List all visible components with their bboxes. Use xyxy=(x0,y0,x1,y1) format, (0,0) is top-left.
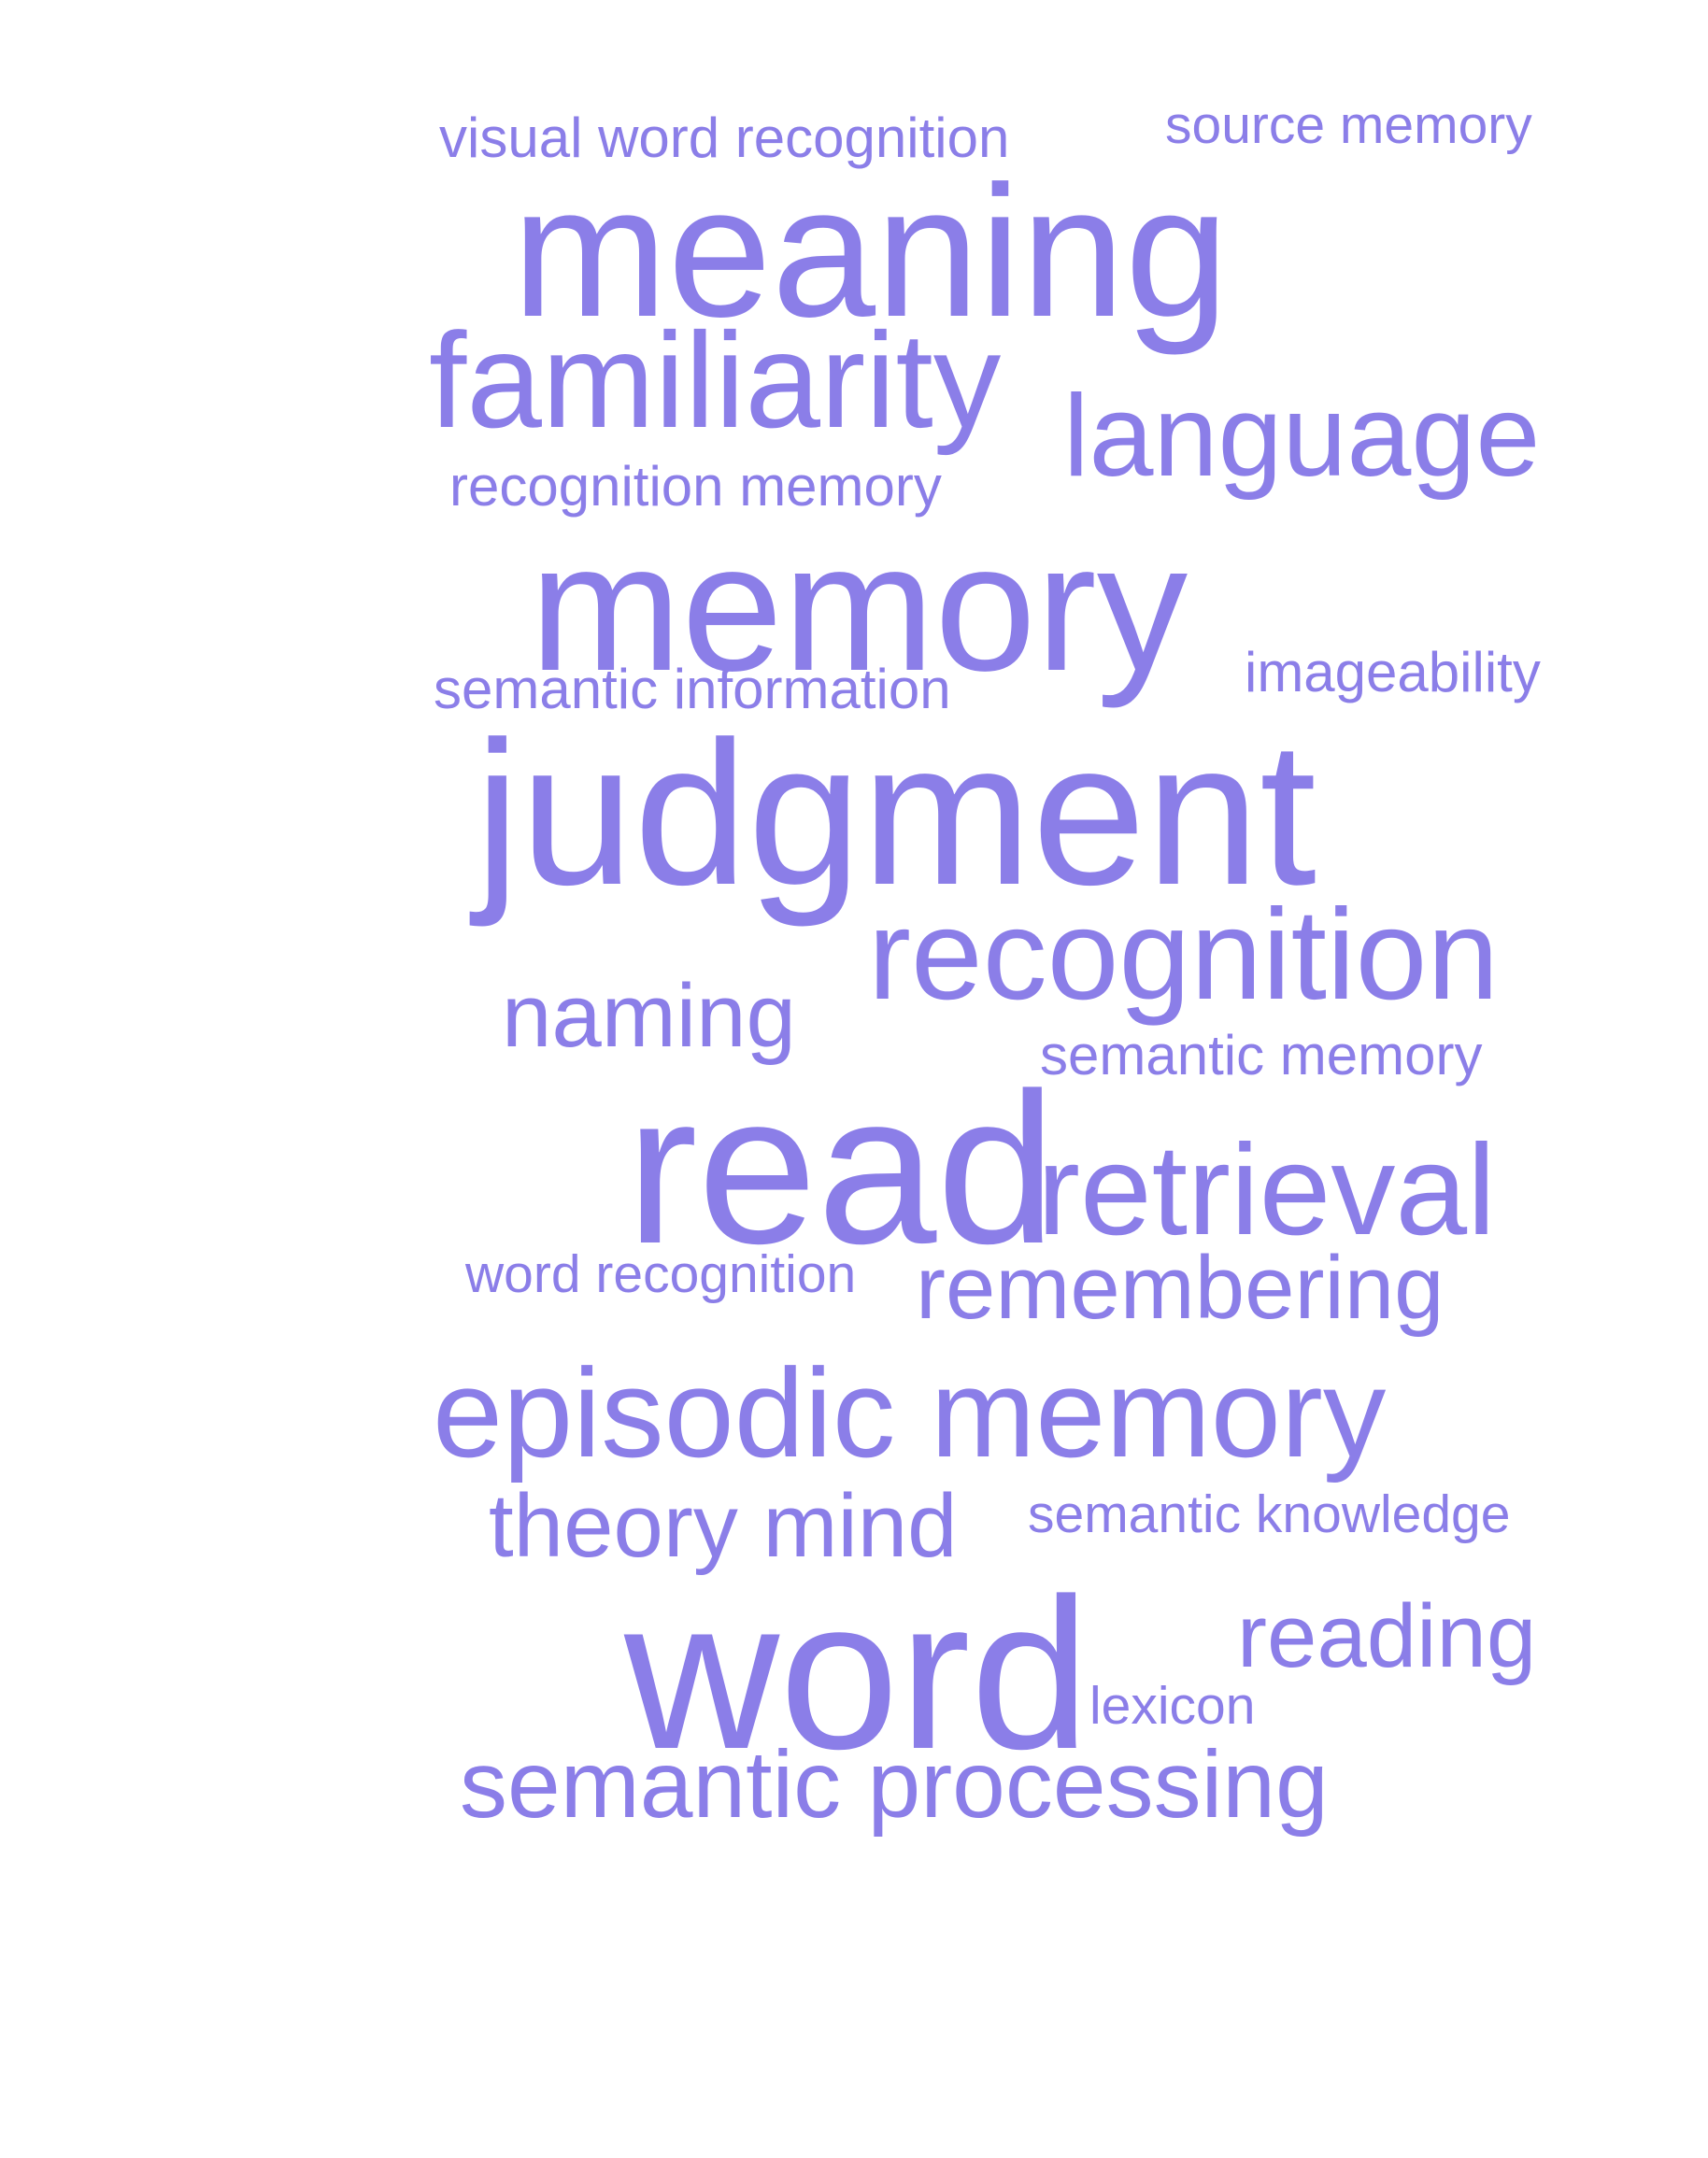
word-meaning: meaning xyxy=(512,148,1230,356)
word-naming: naming xyxy=(502,966,796,1066)
word-read: read xyxy=(626,1048,1057,1288)
word-episodic-memory: episodic memory xyxy=(433,1342,1387,1484)
word-remembering: remembering xyxy=(916,1238,1445,1338)
word-judgment: judgment xyxy=(475,700,1317,928)
word-imageability: imageability xyxy=(1245,641,1541,703)
word-language: language xyxy=(1063,372,1541,501)
word-recognition: recognition xyxy=(868,883,1500,1027)
word-source-memory: source memory xyxy=(1165,95,1532,155)
word-word: word xyxy=(624,1554,1090,1794)
word-memory: memory xyxy=(530,505,1188,709)
word-semantic-knowledge: semantic knowledge xyxy=(1028,1484,1511,1544)
word-semantic-memory: semantic memory xyxy=(1040,1024,1483,1086)
word-retrieval: retrieval xyxy=(1037,1118,1496,1262)
word-theory-mind: theory mind xyxy=(489,1476,958,1576)
word-recognition-memory: recognition memory xyxy=(449,455,942,518)
word-semantic-processing: semantic processing xyxy=(460,1731,1329,1838)
word-familiarity: familiarity xyxy=(429,305,1002,456)
word-word-recognition: word recognition xyxy=(465,1244,857,1304)
word-reading: reading xyxy=(1237,1586,1537,1686)
word-visual-word-recognition: visual word recognition xyxy=(439,106,1010,169)
word-semantic-information: semantic information xyxy=(434,658,951,720)
word-lexicon: lexicon xyxy=(1089,1676,1256,1736)
